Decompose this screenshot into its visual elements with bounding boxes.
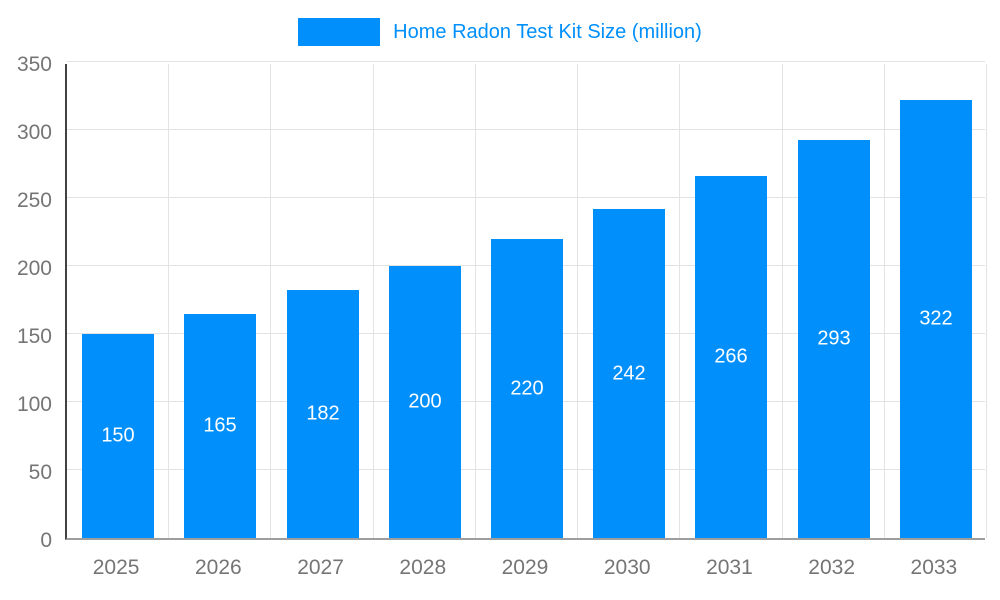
y-axis-tick-label: 350 (16, 53, 52, 76)
gridline-vertical (883, 64, 885, 538)
x-axis-tick-label: 2031 (706, 556, 753, 579)
gridline-vertical (474, 64, 476, 538)
gridline-horizontal (67, 129, 985, 130)
gridline-vertical (270, 64, 272, 538)
gridline-vertical (986, 64, 987, 538)
bar: 165 (184, 314, 256, 538)
y-axis-tick-label: 250 (16, 189, 52, 212)
chart-title: Home Radon Test Kit Size (million) (393, 21, 702, 43)
gridline-horizontal (67, 197, 985, 198)
bar-value-label: 322 (919, 307, 953, 330)
y-axis-tick-label: 150 (16, 325, 52, 348)
bar-value-label: 165 (203, 414, 237, 437)
legend-swatch-icon (298, 18, 381, 46)
bar: 200 (389, 266, 461, 538)
bar: 293 (798, 140, 870, 538)
gridline-vertical (679, 64, 681, 538)
x-axis-tick-label: 2033 (910, 556, 958, 579)
bar-value-label: 200 (408, 390, 442, 413)
bar: 220 (491, 239, 563, 538)
y-axis-tick-label: 200 (16, 257, 52, 280)
x-axis-tick-label: 2032 (808, 556, 856, 579)
bar-value-label: 182 (306, 402, 340, 425)
x-axis-tick-label: 2029 (501, 556, 549, 579)
bar-value-label: 266 (714, 345, 748, 368)
x-axis-tick-label: 2026 (194, 556, 242, 579)
bar: 322 (900, 100, 972, 538)
bar: 182 (287, 290, 359, 538)
plot-area: 150 165 182 200 220 242 266 293 322 (65, 61, 987, 540)
y-axis-tick-label: 300 (16, 121, 52, 144)
gridline-horizontal (67, 61, 985, 62)
bar-value-label: 293 (817, 327, 851, 350)
bar: 150 (82, 334, 154, 538)
y-axis-tick-label: 100 (16, 393, 52, 416)
x-axis-tick-label: 2025 (92, 556, 140, 579)
bar-value-label: 150 (101, 424, 135, 447)
gridline-vertical (372, 64, 374, 538)
gridline-vertical (577, 64, 579, 538)
gridline-vertical (781, 64, 783, 538)
x-axis-tick-label: 2030 (603, 556, 651, 579)
gridline-vertical (168, 64, 170, 538)
bar: 266 (695, 176, 767, 538)
x-axis-tick-label: 2028 (399, 556, 447, 579)
x-axis-tick-label: 2027 (297, 556, 344, 579)
bar: 242 (593, 209, 665, 538)
y-axis-tick-label: 50 (28, 461, 52, 484)
bar-value-label: 220 (510, 377, 544, 399)
y-axis-tick-label: 0 (40, 529, 52, 552)
bar-value-label: 242 (612, 362, 646, 384)
chart-legend[interactable]: Home Radon Test Kit Size (million) (0, 17, 1000, 47)
